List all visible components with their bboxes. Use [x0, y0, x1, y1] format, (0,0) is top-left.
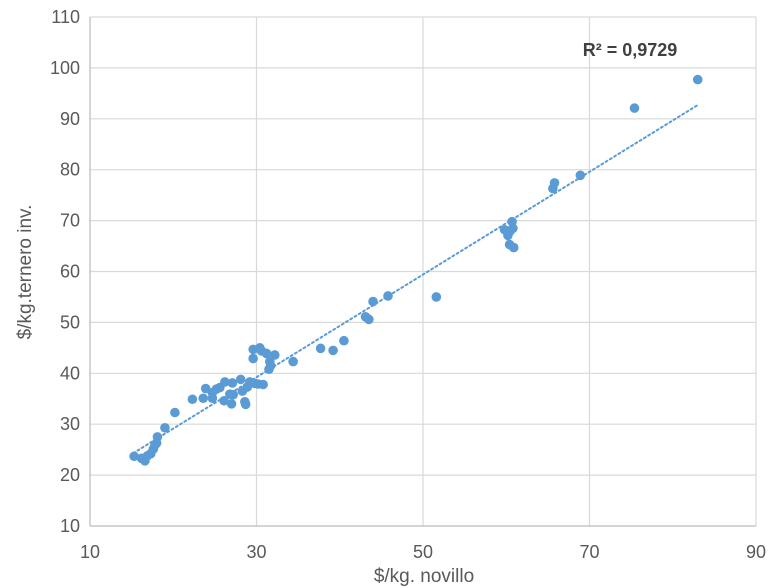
y-tick-label: 100 [50, 58, 80, 78]
gridlines [89, 16, 757, 527]
data-point [170, 407, 180, 418]
data-point [270, 350, 280, 360]
data-point [160, 422, 170, 433]
data-point [364, 314, 374, 325]
data-point [226, 399, 237, 409]
x-tick-label: 50 [413, 542, 433, 562]
data-point [248, 353, 258, 364]
trendline [132, 104, 699, 455]
data-point [692, 74, 703, 85]
data-point [198, 393, 209, 404]
y-tick-label: 70 [60, 211, 80, 231]
tick-labels: 10 20 30 40 50 60 70 80 90 100 110 10 30 50 70 90 [50, 7, 766, 562]
data-point [629, 103, 640, 113]
y-tick-label: 50 [60, 312, 80, 332]
data-point [187, 394, 198, 405]
data-points [129, 74, 703, 466]
data-point [288, 356, 298, 367]
y-tick-label: 20 [60, 465, 80, 485]
trendline-layer [132, 104, 699, 455]
data-point [508, 242, 519, 253]
data-point [207, 393, 218, 404]
y-tick-label: 30 [60, 414, 80, 434]
data-point [431, 292, 442, 302]
r-squared-annotation: R² = 0,9729 [583, 40, 678, 60]
y-tick-label: 110 [51, 7, 80, 27]
data-point [220, 377, 230, 387]
y-tick-label: 60 [60, 262, 80, 282]
x-tick-label: 10 [80, 542, 100, 562]
y-tick-label: 40 [60, 363, 80, 383]
data-point [549, 178, 560, 188]
x-axis-title: $/kg. novillo [374, 566, 474, 587]
x-tick-label: 70 [579, 542, 599, 562]
x-tick-label: 30 [246, 542, 266, 562]
data-point [265, 360, 276, 371]
data-point [240, 399, 251, 410]
data-point [227, 378, 238, 388]
y-tick-label: 90 [60, 109, 80, 129]
data-point [219, 395, 229, 406]
data-point [235, 374, 246, 385]
data-point [339, 335, 349, 346]
data-point [261, 348, 272, 359]
data-point [508, 223, 518, 234]
axes [89, 17, 756, 527]
data-point [228, 389, 238, 400]
y-tick-label: 10 [60, 516, 80, 536]
data-point [383, 291, 393, 301]
data-point [152, 432, 163, 442]
data-point [258, 379, 268, 390]
x-tick-label: 90 [746, 542, 766, 562]
data-point [328, 345, 338, 356]
data-point [368, 296, 378, 307]
data-point [129, 451, 139, 462]
y-tick-label: 80 [60, 160, 80, 180]
data-point [315, 343, 326, 354]
y-axis-title: $/kg.ternero inv. [15, 205, 36, 340]
data-point [575, 170, 586, 181]
